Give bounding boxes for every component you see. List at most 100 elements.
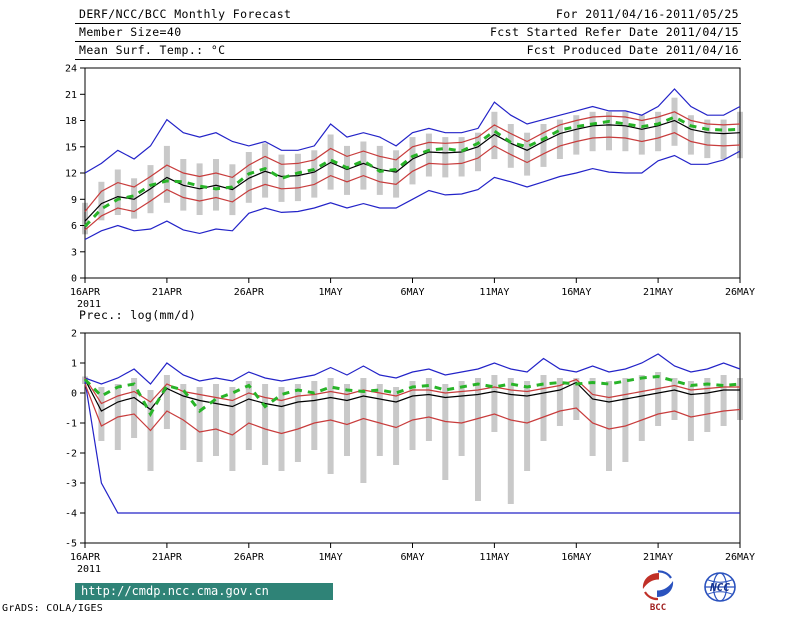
- ensemble-spread-bar: [491, 111, 498, 160]
- ensemble-spread-bar: [573, 378, 580, 420]
- median-line: [84, 119, 741, 222]
- y-tick-label: 15: [65, 142, 77, 153]
- ensemble-max-line: [84, 88, 741, 174]
- x-tick-label: 6MAY: [400, 552, 424, 563]
- x-tick-label: 1MAY: [319, 552, 343, 563]
- ensemble-spread-bar: [229, 387, 236, 471]
- y-tick-label: 1: [71, 359, 77, 370]
- ensemble-spread-bar: [425, 378, 432, 441]
- ensemble-spread-bar: [344, 384, 350, 456]
- x-tick-label: 6MAY: [400, 287, 424, 298]
- bcc-logo-blue-swirl: [657, 581, 674, 597]
- y-tick-label: -5: [65, 539, 77, 550]
- y-tick-label: 24: [65, 64, 77, 75]
- x-tick-label: 11MAY: [479, 552, 509, 563]
- x-tick-label: 16MAY: [561, 287, 591, 298]
- ensemble-spread-bar: [606, 111, 612, 151]
- lower-bound-line: [84, 132, 741, 231]
- ensemble-spread-bar: [311, 150, 318, 198]
- lower-bound-line: [84, 383, 741, 436]
- ensemble-spread-bar: [278, 387, 285, 471]
- ensemble-spread-bar: [671, 378, 678, 420]
- ensemble-max-line: [84, 353, 741, 385]
- x-tick-label: 21APR: [152, 552, 183, 563]
- y-tick-label: 2: [71, 329, 77, 340]
- grads-credit: GrADS: COLA/IGES: [2, 603, 104, 614]
- ensemble-spread-bar: [540, 124, 547, 167]
- ensemble-spread-bar: [720, 119, 727, 159]
- ensemble-spread-bar: [393, 387, 400, 465]
- x-tick-label: 21APR: [152, 287, 183, 298]
- ensemble-spread-bar: [638, 375, 645, 441]
- temperature-chart-title: Mean Surf. Temp.: °C: [79, 43, 226, 57]
- ensemble-spread-bar: [98, 387, 105, 441]
- ensemble-spread-bar: [262, 384, 269, 465]
- y-tick-label: -4: [65, 509, 77, 520]
- ensemble-spread-bar: [311, 381, 318, 450]
- website-link[interactable]: http://cmdp.ncc.cma.gov.cn: [75, 583, 333, 600]
- header-row-1: DERF/NCC/BCC Monthly Forecast For 2011/0…: [75, 5, 741, 24]
- ensemble-spread-bar: [393, 150, 400, 198]
- ensemble-spread-bar: [245, 152, 252, 203]
- ensemble-spread-bar: [294, 384, 301, 462]
- ensemble-spread-bar: [442, 137, 449, 178]
- ensemble-spread-bar: [589, 111, 596, 152]
- ncc-logo: NCC: [704, 572, 736, 602]
- ensemble-spread-bar: [327, 378, 334, 474]
- y-tick-label: 21: [65, 90, 77, 101]
- ensemble-spread-bar: [589, 378, 596, 456]
- ensemble-spread-bar: [262, 143, 269, 198]
- bcc-logo-blue-arc: [657, 570, 672, 579]
- x-tick-label: 26MAY: [725, 552, 755, 563]
- logo-group: BCC NCC: [638, 570, 746, 612]
- ensemble-spread-bar: [720, 375, 727, 426]
- ncc-logo-text: NCC: [709, 581, 730, 594]
- forecast-range: For 2011/04/16-2011/05/25: [555, 7, 739, 21]
- app-title: DERF/NCC/BCC Monthly Forecast: [79, 7, 292, 21]
- x-tick-label: 26MAY: [725, 287, 755, 298]
- ensemble-spread-bar: [622, 378, 629, 462]
- ensemble-spread-bar: [704, 119, 711, 159]
- temperature-chart: 0 3 6 9 12 15 18 21 24 16APR 21APR 26APR 1MAY 6MAY 11M…: [65, 64, 755, 311]
- ensemble-spread-bar: [213, 384, 219, 456]
- ensemble-spread-bar: [687, 115, 694, 155]
- ensemble-spread-bar: [163, 145, 170, 203]
- ensemble-spread-bar: [606, 381, 612, 471]
- ensemble-spread-bar: [540, 375, 547, 441]
- ensemble-spread-bar: [196, 387, 203, 462]
- member-size-label: Member Size=40: [79, 25, 182, 39]
- ensemble-min-line: [84, 380, 740, 514]
- fcst-started-label: Fcst Started Refer Date 2011/04/15: [489, 25, 739, 39]
- ncc-globe-parallel-upper: [706, 579, 734, 583]
- ensemble-spread-bar: [507, 378, 514, 504]
- ensemble-spread-bar: [655, 111, 662, 152]
- ensemble-spread-bar: [524, 132, 531, 176]
- y-tick-label: -3: [65, 479, 77, 490]
- y-tick-label: 0: [71, 389, 77, 400]
- ensemble-spread-bar: [180, 384, 187, 450]
- ensemble-spread-bar: [458, 137, 465, 177]
- y-tick-label: -2: [65, 449, 77, 460]
- ensemble-spread-bar: [475, 132, 481, 172]
- y-tick-label: -1: [65, 419, 77, 430]
- ensemble-spread-bar: [507, 124, 514, 168]
- x-tick-label: 16MAY: [561, 552, 591, 563]
- bcc-logo-text: BCC: [650, 603, 666, 612]
- ensemble-spread-bar: [475, 378, 481, 501]
- ensemble-spread-bar: [98, 181, 105, 221]
- ensemble-spread-bar: [344, 145, 350, 195]
- ensemble-spread-bar: [131, 378, 138, 438]
- ensemble-spread-bar: [360, 378, 367, 483]
- ensemble-spread-bar: [131, 178, 138, 219]
- upper-bound-line: [84, 377, 740, 405]
- x-tick-label: 11MAY: [479, 287, 509, 298]
- upper-bound-line: [84, 111, 741, 212]
- bcc-logo-red-swirl: [642, 573, 659, 589]
- ensemble-spread-bar: [556, 378, 563, 426]
- fcst-produced-label: Fcst Produced Date 2011/04/16: [526, 43, 739, 57]
- x-year-label: 2011: [77, 299, 101, 310]
- header-row-3: Mean Surf. Temp.: °C Fcst Produced Date …: [75, 41, 741, 60]
- y-tick-label: 3: [71, 247, 77, 258]
- x-tick-label: 26APR: [234, 287, 265, 298]
